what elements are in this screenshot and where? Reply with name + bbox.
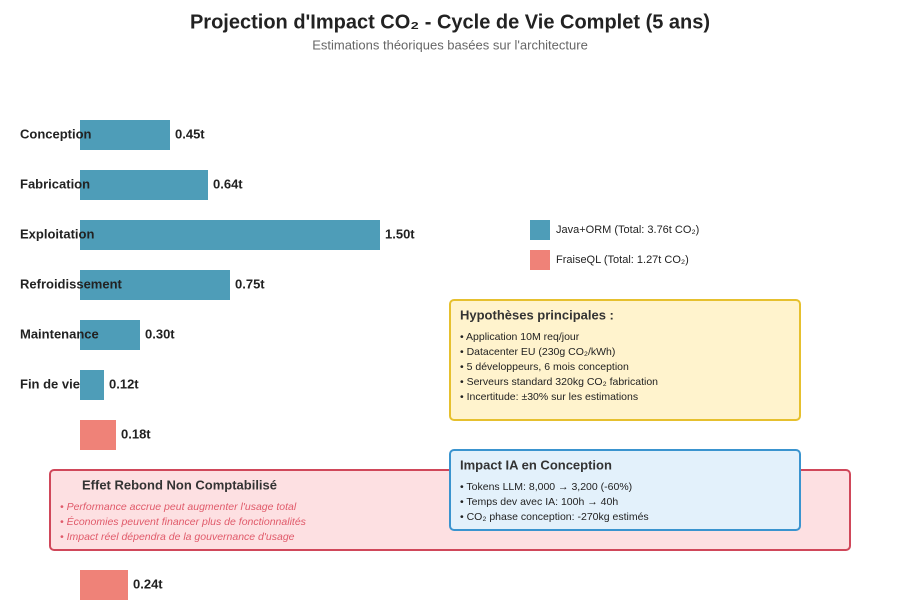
info-box [449, 299, 801, 421]
info-box-item: • Impact réel dépendra de la gouvernance… [60, 531, 295, 543]
info-box-item: • Serveurs standard 320kg CO₂ fabricatio… [460, 376, 658, 388]
bar [80, 170, 208, 200]
info-box-item: • Performance accrue peut augmenter l'us… [60, 501, 297, 513]
value-label: 0.45t [175, 126, 205, 141]
category-label: Conception [20, 126, 92, 141]
chart-title: Projection d'Impact CO₂ - Cycle de Vie C… [190, 11, 710, 33]
info-box-title: Impact IA en Conception [460, 457, 612, 472]
bar [80, 320, 140, 350]
value-label: 0.24t [133, 576, 163, 591]
info-box-item: • CO₂ phase conception: -270kg estimés [460, 511, 649, 523]
value-label: 0.75t [235, 276, 265, 291]
info-box-title: Hypothèses principales : [460, 307, 614, 322]
bar [80, 120, 170, 150]
bar [80, 220, 380, 250]
category-label: Maintenance [20, 326, 99, 341]
value-label: 1.50t [385, 226, 415, 241]
category-label: Fabrication [20, 176, 90, 191]
chart-subtitle: Estimations théoriques basées sur l'arch… [312, 37, 588, 52]
info-box-item: • Incertitude: ±30% sur les estimations [460, 391, 638, 403]
category-label: Refroidissement [20, 276, 123, 291]
bar [80, 420, 116, 450]
info-box-item: • 5 développeurs, 6 mois conception [460, 361, 629, 373]
info-box-item: • Application 10M req/jour [460, 331, 580, 343]
info-box [449, 449, 801, 531]
legend-swatch [530, 250, 550, 270]
info-box-title: Effet Rebond Non Comptabilisé [82, 477, 277, 492]
legend-label: Java+ORM (Total: 3.76t CO₂) [556, 224, 699, 236]
bar [80, 370, 104, 400]
info-box-item: • Datacenter EU (230g CO₂/kWh) [460, 346, 615, 358]
value-label: 0.12t [109, 376, 139, 391]
info-box-item: • Économies peuvent financer plus de fon… [60, 515, 307, 528]
legend-label: FraiseQL (Total: 1.27t CO₂) [556, 254, 689, 266]
value-label: 0.30t [145, 326, 175, 341]
category-label: Fin de vie [20, 376, 80, 391]
value-label: 0.64t [213, 176, 243, 191]
bar [80, 570, 128, 600]
info-box-item: • Temps dev avec IA: 100h → 40h [460, 496, 618, 508]
category-label: Exploitation [20, 226, 94, 241]
value-label: 0.18t [121, 426, 151, 441]
legend-swatch [530, 220, 550, 240]
bar [80, 270, 230, 300]
info-box-item: • Tokens LLM: 8,000 → 3,200 (-60%) [460, 481, 632, 493]
